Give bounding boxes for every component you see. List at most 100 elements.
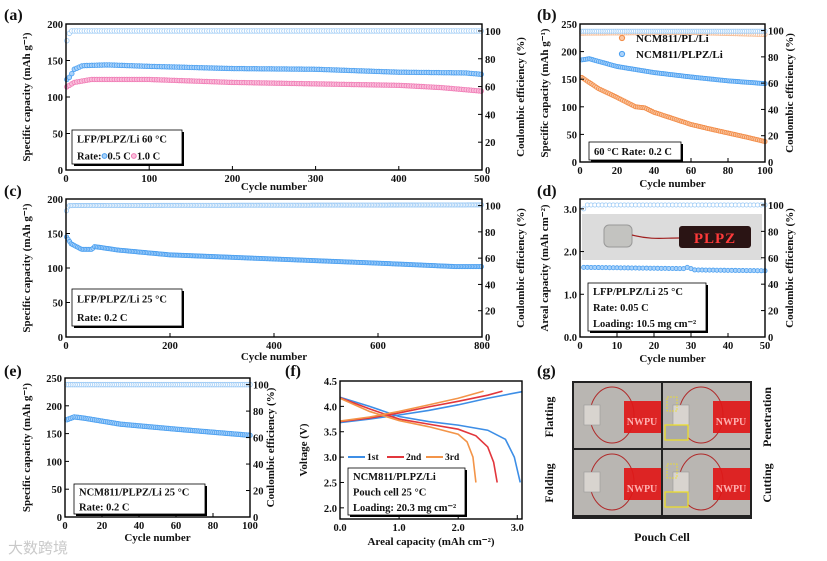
annotation-box: LFP/PLPZ/Li 25 °C Rate: 0.2 C <box>71 288 184 328</box>
y-tick-label: 50 <box>53 130 64 141</box>
x-axis-title: Cycle number <box>639 353 705 365</box>
y-axis-title: Voltage (V) <box>298 423 310 476</box>
led-panel <box>624 401 661 433</box>
box-frame <box>587 282 707 332</box>
series-capacity <box>64 234 484 270</box>
y-tick-label: 0 <box>572 158 577 169</box>
y2-axis-title: Coulombic efficiency (%) <box>515 37 527 157</box>
series-line <box>339 390 503 423</box>
y-axis-title: Specific capacity (mAh g⁻¹) <box>539 28 551 158</box>
y-tick-label: 0 <box>58 166 63 177</box>
y2-axis-title: Coulombic efficiency (%) <box>515 208 527 328</box>
y2-tick-label: 80 <box>768 53 779 64</box>
x-tick-label: 30 <box>686 341 697 352</box>
panel-g: (g) NWPU NWPU NWPU NWPU Flatting Penetration Fo… <box>537 363 774 544</box>
y-tick-label: 150 <box>47 57 63 68</box>
x-tick-label: 80 <box>208 521 219 532</box>
x-tick-label: 400 <box>266 341 282 352</box>
box-text: 0.5 C <box>108 152 131 163</box>
y2-axis-title: Coulombic efficiency (%) <box>265 387 277 507</box>
y2-tick-label: 0 <box>485 333 490 344</box>
box-text: Rate: 0.05 C <box>593 303 649 314</box>
box-text: NCM811/PLPZ/Li <box>353 472 436 483</box>
y-tick-label: 3.0 <box>564 205 577 216</box>
legend: 1st 2nd 3rd <box>348 453 460 463</box>
condition-label-flatting: Flatting <box>542 397 556 438</box>
data-point <box>66 74 73 80</box>
box-frame <box>588 141 682 161</box>
y2-tick-label: 20 <box>768 132 779 143</box>
y2-tick-label: 100 <box>253 381 269 392</box>
condition-label-cutting: Cutting <box>760 463 774 502</box>
y-axis-title: Specific capacity (mAh g⁻¹) <box>21 383 33 513</box>
y-tick-label: 150 <box>47 230 63 241</box>
series-1st-charge <box>339 390 523 424</box>
box-text: Pouch cell 25 °C <box>353 488 426 499</box>
x-tick-label: 200 <box>162 341 178 352</box>
legend-marker-pink <box>130 153 137 159</box>
panel-e: (e)0 20 40 60 80 1000501001502002500204060801… <box>4 363 277 544</box>
watermark: 大数跨境 <box>8 539 68 557</box>
y2-tick-label: 60 <box>768 254 779 265</box>
y-tick-label: 50 <box>52 485 63 496</box>
annotation-box: LFP/PLPZ/Li 25 °C Rate: 0.05 C Loading: 10… <box>587 282 708 333</box>
x-tick-label: 100 <box>757 166 773 177</box>
box-text: Rate: 0.2 C <box>77 313 127 324</box>
box-text: 1.0 C <box>137 152 160 163</box>
y2-tick-label: 60 <box>768 79 779 90</box>
plot-frame <box>64 377 251 518</box>
data-point <box>478 88 484 94</box>
box-text: Rate: 0.2 C <box>79 503 129 514</box>
y2-tick-label: 0 <box>485 166 490 177</box>
led-panel <box>624 468 661 500</box>
y-tick-label: 250 <box>561 20 577 31</box>
series-ncm811-pl-li <box>579 75 768 145</box>
data-point <box>478 71 484 77</box>
y-tick-label: 100 <box>47 93 63 104</box>
series-0-5-c-capacity <box>64 62 484 83</box>
panel-a: (a)0 100 200 300 400 500050100150200020406080… <box>4 7 527 193</box>
x-tick-label: 0 <box>577 166 582 177</box>
x-tick-label: 0 <box>63 341 68 352</box>
series-0-5-c-ce <box>64 28 484 44</box>
y-tick-label: 250 <box>46 374 62 385</box>
led-text: NWPU <box>627 484 658 495</box>
y-axis-title: Specific capacity (mAh g⁻¹) <box>21 32 33 162</box>
x-tick-label: 0 <box>577 341 582 352</box>
box-text: 60 °C Rate: 0.2 C <box>594 147 672 158</box>
legend-label: NCM811/PLPZ/Li <box>636 49 723 61</box>
wire <box>631 234 680 239</box>
panel-label: (c) <box>4 183 22 200</box>
annotation-box: LFP/PLPZ/Li 60 °C Rate: 0.5 C 1.0 C <box>71 129 184 166</box>
y-tick-label: 0 <box>57 513 62 524</box>
x-axis-title: Cycle number <box>241 181 307 193</box>
x-tick-label: 2.0 <box>452 523 465 534</box>
led-text: NWPU <box>627 417 658 428</box>
box-text: LFP/PLPZ/Li 60 °C <box>77 135 167 146</box>
zoom-inset <box>664 424 689 441</box>
box-frame <box>347 467 466 516</box>
y-tick-label: 2.5 <box>324 478 337 489</box>
led-panel <box>713 401 750 433</box>
y2-tick-label: 100 <box>768 201 784 212</box>
series-1st-discharge <box>339 396 522 483</box>
legend-marker <box>618 34 626 42</box>
caption: Pouch Cell <box>634 530 690 544</box>
legend-marker <box>618 50 626 58</box>
y-tick-label: 50 <box>567 130 578 141</box>
y2-tick-label: 40 <box>768 105 779 116</box>
y2-tick-label: 0 <box>253 513 258 524</box>
box-text: Rate: <box>77 152 102 163</box>
x-tick-label: 100 <box>242 521 258 532</box>
x-axis-title: Cycle number <box>124 532 190 544</box>
pouch-cell <box>672 404 690 426</box>
series-3rd-charge <box>339 390 484 422</box>
y-tick-label: 150 <box>46 430 62 441</box>
battery-icon <box>603 224 633 248</box>
y2-tick-label: 20 <box>768 307 779 318</box>
series-1-0-c-capacity <box>64 76 484 94</box>
y-tick-label: 200 <box>561 48 577 59</box>
y-tick-label: 200 <box>47 195 63 206</box>
series-ce <box>64 202 484 214</box>
panel-label: (d) <box>537 183 557 200</box>
